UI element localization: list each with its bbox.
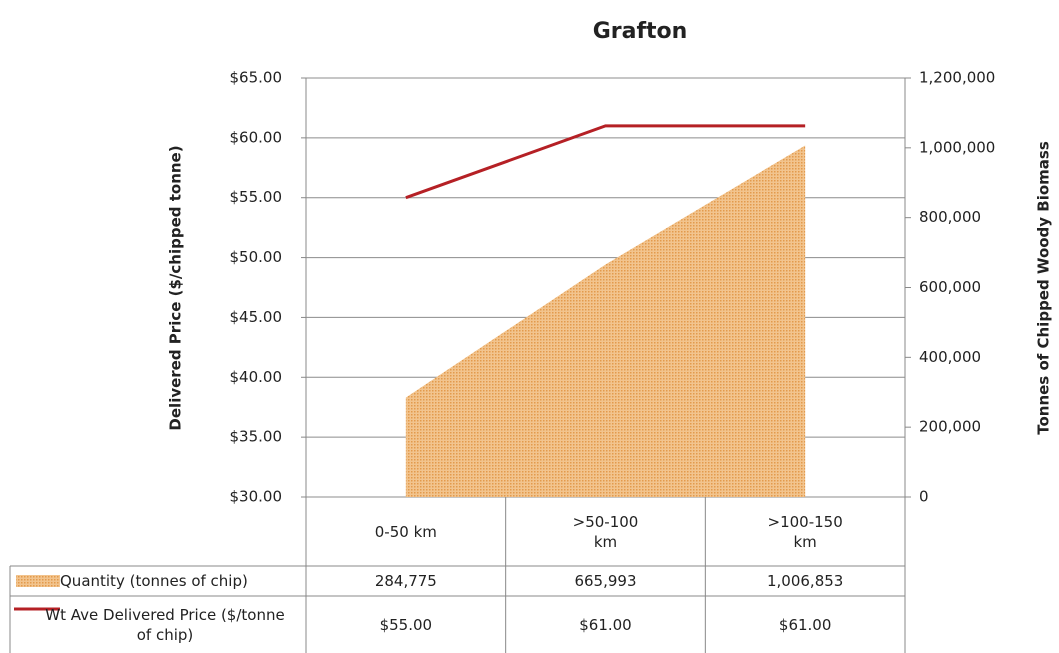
data-label: 284,775 — [374, 572, 437, 590]
data-label: 1,006,853 — [766, 572, 844, 590]
y2-axis-title: Tonnes of Chipped Woody Biomass — [1035, 141, 1053, 435]
y-tick-label: $45.00 — [230, 308, 283, 326]
data-label: $61.00 — [579, 615, 632, 634]
y-tick-label: $60.00 — [230, 128, 283, 146]
y2-tick-label: 1,200,000 — [919, 69, 995, 87]
data-label: $55.00 — [379, 615, 433, 634]
y-tick-label: $55.00 — [230, 188, 283, 206]
x-tick-label: 0-50 km — [374, 522, 437, 541]
y-tick-label: $35.00 — [230, 428, 283, 446]
y-tick-label: $65.00 — [230, 69, 283, 87]
data-label: 665,993 — [574, 572, 637, 590]
y-tick-label: $40.00 — [230, 368, 283, 386]
y2-tick-label: 0 — [919, 488, 929, 506]
legend-label: Quantity (tonnes of chip) — [60, 572, 248, 590]
data-label: $61.00 — [778, 615, 832, 634]
x-tick-label: >50-100 km — [572, 512, 639, 551]
y2-tick-label: 800,000 — [919, 208, 981, 226]
y-tick-label: $50.00 — [230, 248, 283, 266]
y-tick-label: $30.00 — [230, 488, 283, 506]
area — [405, 145, 806, 497]
y2-tick-label: 200,000 — [919, 418, 981, 436]
y2-tick-label: 400,000 — [919, 348, 981, 366]
y2-tick-label: 1,000,000 — [919, 138, 995, 156]
line — [405, 124, 806, 200]
chart-title: Grafton — [593, 19, 688, 44]
legend-key — [16, 575, 60, 587]
legend-label: Wt Ave Delivered Price ($/tonne of chip) — [45, 605, 285, 644]
y-axis-title: Delivered Price ($/chipped tonne) — [167, 145, 185, 430]
y2-tick-label: 600,000 — [919, 278, 981, 296]
x-tick-label: >100-150 km — [767, 512, 843, 551]
